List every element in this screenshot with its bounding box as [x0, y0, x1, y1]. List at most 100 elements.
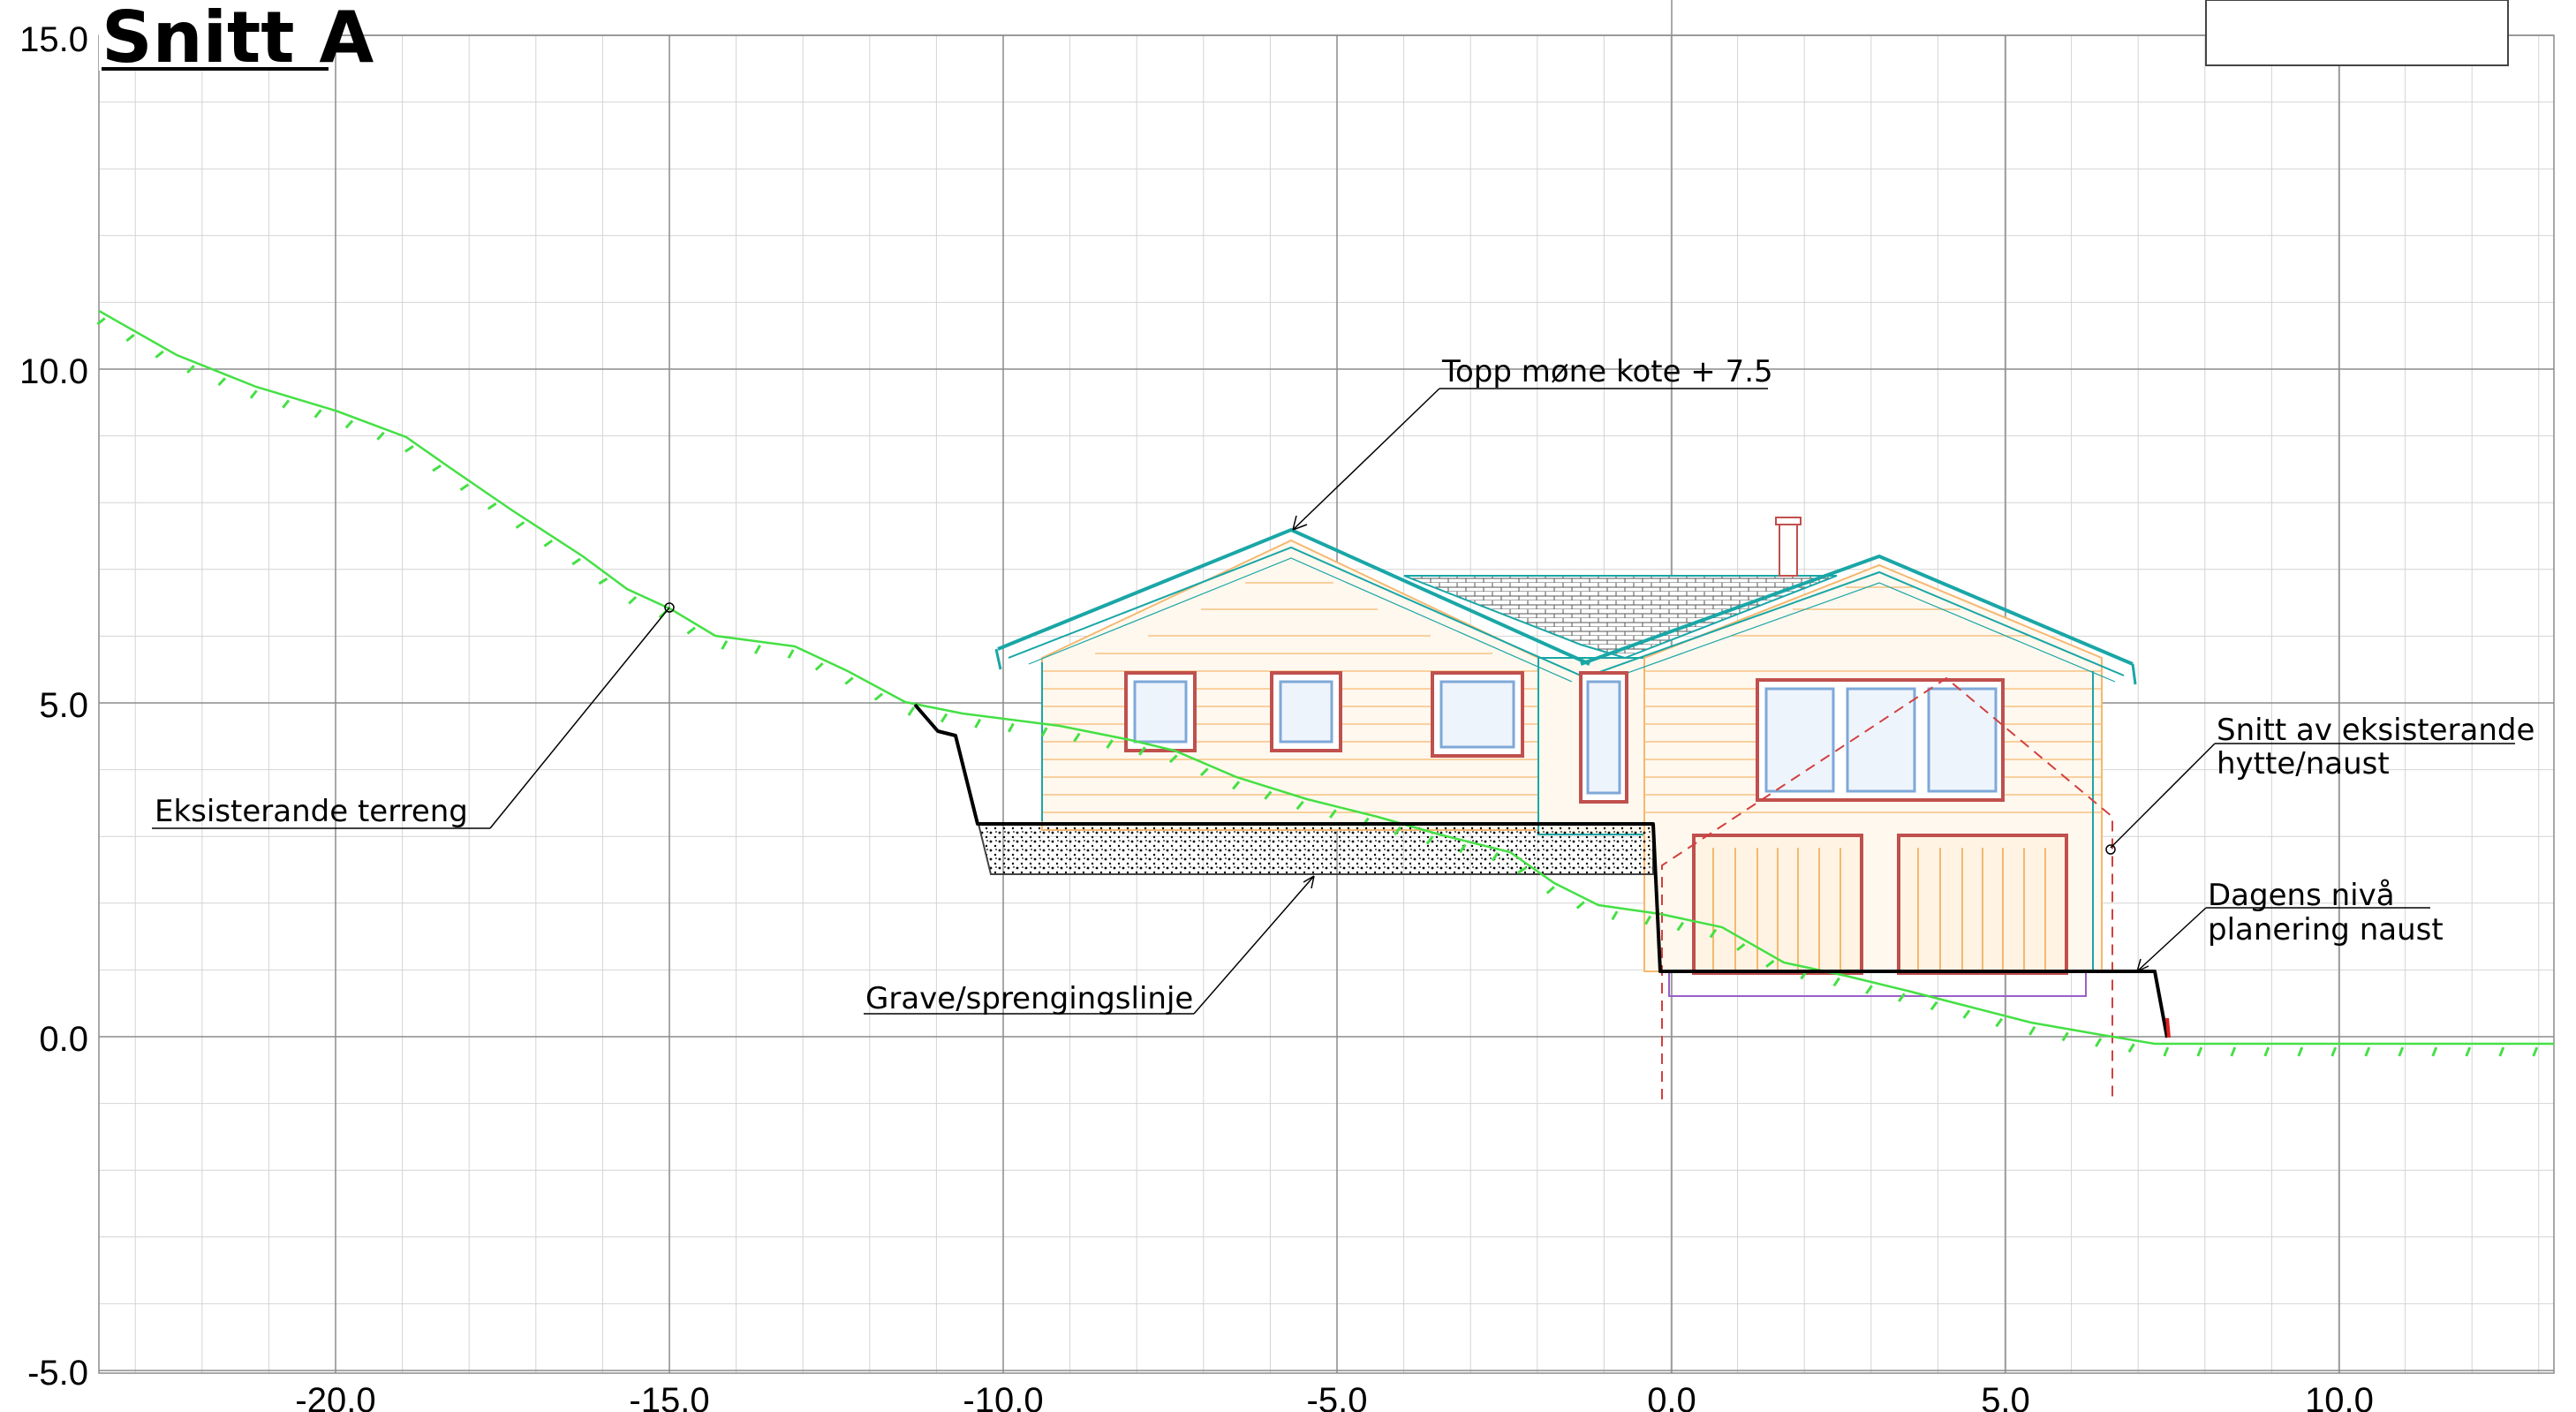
x-tick-label: -10.0: [963, 1381, 1043, 1412]
terrain-hatch-tick: [2163, 1046, 2170, 1057]
x-tick-label: 0.0: [1647, 1381, 1696, 1412]
terrain-hatch-tick: [2127, 1043, 2135, 1053]
terrain-hatch-tick: [1962, 1009, 1971, 1019]
terrain-hatch-tick: [96, 317, 106, 326]
y-axis-labels: 15.0 10.0 5.0 0.0 -5.0: [19, 20, 88, 1393]
terrain-hatch-tick: [1073, 732, 1081, 743]
right-roof: [1580, 554, 2134, 666]
terrain-hatch-tick: [754, 645, 761, 654]
terrain-hatch-tick: [721, 640, 729, 650]
terrain-hatch-tick: [686, 626, 696, 635]
x-tick-label: -15.0: [629, 1381, 709, 1412]
terrain-hatch-tick: [1425, 835, 1434, 845]
terrain-hatch-tick: [217, 377, 227, 387]
terrain-hatch-tick: [1199, 767, 1209, 777]
left-roof: [997, 527, 1590, 666]
y-tick-label: 15.0: [19, 20, 88, 59]
terrain-hatch-tick: [487, 502, 497, 510]
window-triple: [1756, 678, 2005, 802]
terrain-hatch-tick: [155, 350, 164, 359]
drawing-title: Snitt A: [99, 0, 374, 79]
x-tick-label: -20.0: [295, 1381, 375, 1412]
terrain-hatch-tick: [543, 539, 554, 547]
windows: [1124, 671, 2005, 804]
terrain-hatch-tick: [1040, 727, 1048, 737]
cabin-annotation-line2: hytte/naust: [2217, 746, 2390, 782]
terrain-hatch-tick: [125, 334, 135, 343]
terrain-hatch-tick: [2330, 1046, 2338, 1057]
terrain-hatch-tick: [2196, 1046, 2203, 1057]
terrain-hatch-tick: [2364, 1046, 2371, 1057]
y-tick-label: 5.0: [39, 686, 88, 725]
terrain-hatch-tick: [1517, 866, 1527, 874]
x-axis-labels: -20.0 -15.0 -10.0 -5.0 0.0 5.0 10.0: [295, 1381, 2374, 1412]
terrain-hatch-tick: [1898, 993, 1906, 1002]
window: [1431, 671, 1524, 758]
foundation-outline: [1668, 971, 2087, 997]
garage-doors: [1692, 834, 2068, 975]
terrain-hatch-tick: [1865, 985, 1873, 994]
terrain-hatch-tick: [1995, 1017, 2004, 1028]
terrain-hatch-tick: [1709, 928, 1718, 939]
grid-frame: [98, 34, 2555, 1374]
terrain-hatch-tick: [376, 431, 385, 441]
terrain-hatch-tick: [787, 649, 795, 659]
terrain-hatch-tick: [1832, 977, 1840, 987]
terrain-hatch-tick: [1765, 959, 1775, 968]
terrain-hatch-tick: [844, 676, 854, 685]
terrain-hatch-tick: [186, 365, 195, 374]
terrain-hatch-tick: [344, 419, 354, 429]
x-tick-label: 10.0: [2305, 1381, 2374, 1412]
excavation-annotation: Grave/sprengingslinje: [865, 981, 1193, 1016]
terrain-hatch-tick: [1458, 843, 1467, 854]
title-block-box: [2205, 0, 2509, 66]
terrain-hatch-tick: [1575, 901, 1585, 910]
terrain-hatch-tick: [515, 521, 525, 529]
y-tick-label: -5.0: [27, 1354, 88, 1393]
terrain-hatch-tick: [628, 595, 638, 605]
ridge-annotation: Topp møne kote + 7.5: [1441, 354, 1773, 389]
terrain-hatch-tick: [1545, 886, 1555, 895]
terrain-hatch-tick: [1138, 746, 1146, 756]
terrain-hatch-tick: [404, 445, 414, 453]
terrain-hatch-tick: [432, 464, 442, 472]
x-tick-label: -5.0: [1307, 1381, 1368, 1412]
terrain-hatch-tick: [2028, 1025, 2036, 1036]
y-tick-label: 0.0: [39, 1020, 88, 1059]
terrain-hatch-tick: [1676, 921, 1685, 932]
terrain-hatch-tick: [2061, 1031, 2069, 1042]
x-tick-label: 5.0: [1981, 1381, 2030, 1412]
terrain-hatch-tick: [907, 706, 916, 716]
terrain-hatch-tick: [282, 399, 291, 409]
terrain-hatch-tick: [2532, 1046, 2539, 1057]
cabin-annotation-line1: Snitt av eksisterande: [2217, 713, 2534, 748]
building: [994, 517, 2137, 1099]
terrain-hatch-tick: [459, 483, 470, 492]
terrain-annotation: Eksisterande terreng: [155, 794, 468, 829]
terrain-hatch-tick: [1296, 800, 1304, 811]
terrain-line: [98, 309, 2554, 1046]
window: [1579, 671, 1628, 804]
marker-red: [2165, 1017, 2171, 1038]
chimney: [1779, 520, 1798, 577]
terrain-hatch-tick: [873, 692, 884, 701]
terrain-hatch-tick: [598, 578, 608, 585]
terrain-hatch-tick: [1644, 915, 1652, 925]
title-text: Snitt A: [102, 0, 374, 79]
terrain-hatch-tick: [2398, 1046, 2405, 1057]
terrain-hatch-tick: [2263, 1046, 2270, 1057]
terrain-hatch-tick: [571, 557, 581, 566]
terrain-hatch-tick: [1232, 781, 1241, 790]
terrain-hatch-tick: [1736, 942, 1746, 952]
excavation-line: [913, 703, 2169, 1038]
terrain-hatch-tick: [2297, 1046, 2304, 1057]
terrain-hatch-tick: [1007, 722, 1015, 733]
existing-cabin-section: [1661, 676, 2113, 1099]
grid: [98, 0, 2555, 1374]
terrain-hatch-tick: [2465, 1046, 2472, 1057]
terrain-hatch-tick: [814, 662, 824, 671]
excavation-fill: [977, 823, 1654, 875]
window: [1270, 671, 1342, 752]
terrain-hatch-tick: [1491, 851, 1500, 862]
terrain-hatch-tick: [1168, 754, 1178, 764]
